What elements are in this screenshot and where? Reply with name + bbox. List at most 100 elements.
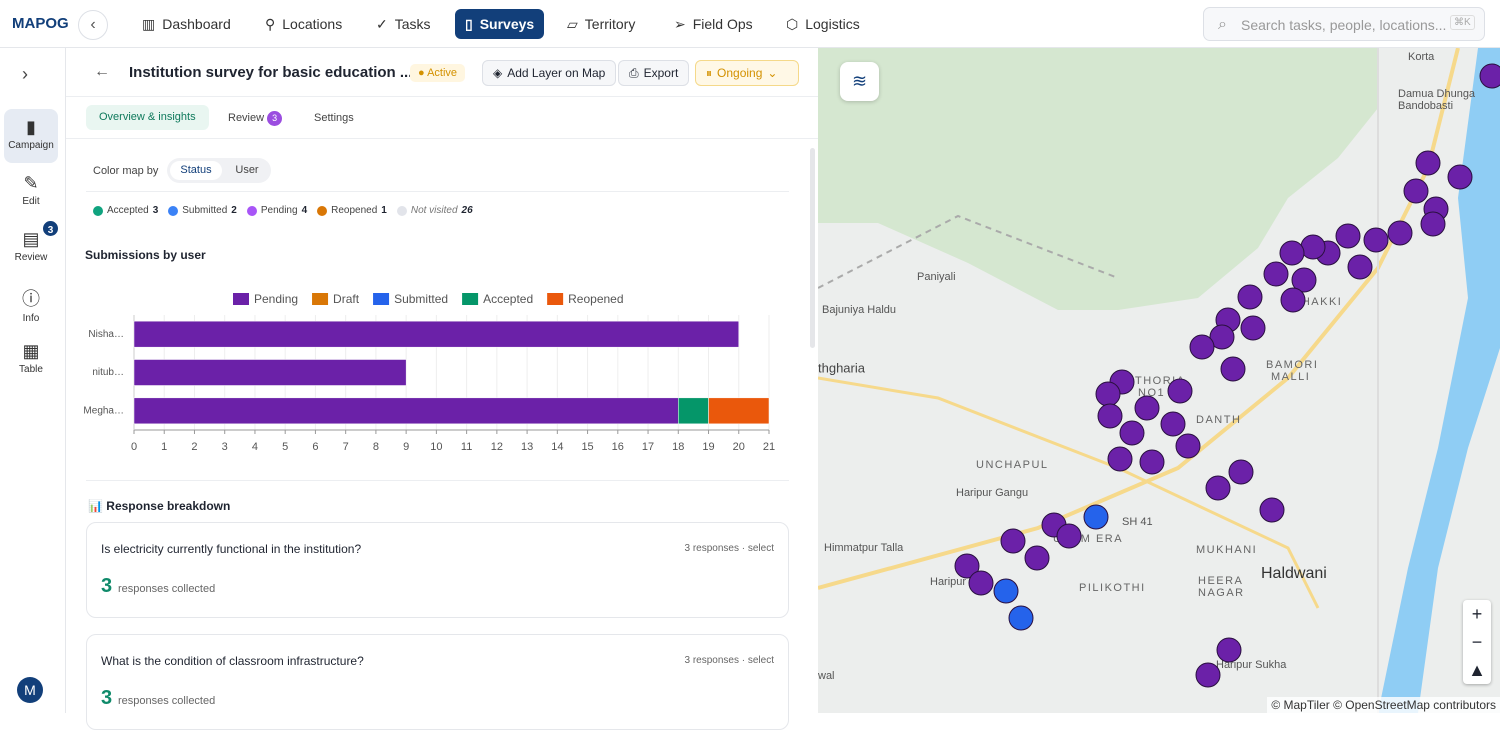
tab[interactable]: Overview & insights [86, 105, 209, 130]
location-marker[interactable] [1107, 446, 1133, 472]
x-tick-label: 12 [491, 441, 503, 453]
map-label: SH 41 [1122, 516, 1153, 528]
export-button[interactable]: ⎙ Export [618, 60, 690, 86]
sidebar-item[interactable]: ⓘ Info [4, 277, 58, 331]
x-tick-label: 14 [551, 441, 563, 453]
location-marker[interactable] [1259, 497, 1285, 523]
location-marker[interactable] [1237, 284, 1263, 310]
divider [66, 96, 818, 97]
location-marker[interactable] [1415, 150, 1441, 176]
question-card[interactable]: What is the condition of classroom infra… [86, 634, 789, 730]
x-tick-label: 5 [282, 441, 288, 453]
location-marker[interactable] [1175, 433, 1201, 459]
location-marker[interactable] [1279, 240, 1305, 266]
nav-item[interactable]: ⬡ Logistics [776, 9, 870, 39]
sidebar-icon: ▮ [26, 117, 36, 137]
map-label: Bandobasti [1398, 100, 1453, 112]
location-marker[interactable] [1195, 662, 1221, 688]
map-label: NAGAR [1198, 587, 1245, 599]
location-marker[interactable] [1420, 211, 1446, 237]
location-marker[interactable] [1403, 178, 1429, 204]
location-marker[interactable] [1387, 220, 1413, 246]
nav-item[interactable]: ▥ Dashboard [132, 9, 241, 39]
location-marker[interactable] [1139, 449, 1165, 475]
search-box[interactable]: ⌕ Search tasks, people, locations... ⌘K [1203, 7, 1485, 41]
badge: 3 [41, 219, 60, 238]
map[interactable]: Korta Damua Dhunga Bandobasti Paniyali Bajun… [818, 48, 1500, 713]
location-marker[interactable] [1134, 395, 1160, 421]
x-tick-label: 19 [702, 441, 714, 453]
location-marker[interactable] [1240, 315, 1266, 341]
scrollbar[interactable] [810, 148, 815, 348]
tab[interactable]: Settings [314, 112, 354, 124]
location-marker[interactable] [1160, 411, 1186, 437]
location-marker[interactable] [1347, 254, 1373, 280]
add-layer-button[interactable]: ◈ Add Layer on Map [482, 60, 617, 86]
location-marker[interactable] [1008, 605, 1034, 631]
location-marker[interactable] [1097, 403, 1123, 429]
location-marker[interactable] [1119, 420, 1145, 446]
location-marker[interactable] [968, 570, 994, 596]
x-tick-label: 6 [312, 441, 318, 453]
location-marker[interactable] [1189, 334, 1215, 360]
location-marker[interactable] [1024, 545, 1050, 571]
divider [86, 191, 789, 192]
nav-item[interactable]: ▱ Territory [557, 9, 645, 39]
location-marker[interactable] [1291, 267, 1317, 293]
back-button[interactable]: ‹ [78, 10, 108, 40]
sidebar-item[interactable]: ▤ Review 3 [4, 219, 60, 275]
location-marker[interactable] [954, 553, 980, 579]
location-marker[interactable] [1220, 356, 1246, 382]
nav-icon: ▯ [465, 15, 473, 32]
sidebar-item[interactable]: ▦ Table [4, 333, 58, 387]
location-marker[interactable] [1167, 378, 1193, 404]
layers-button[interactable]: ≋ [840, 62, 879, 101]
nav-item[interactable]: ▯ Surveys [455, 9, 545, 39]
location-marker[interactable] [1263, 261, 1289, 287]
top-bar: MAPOG ‹ ⌕ Search tasks, people, location… [0, 0, 1500, 48]
location-marker[interactable] [1095, 381, 1121, 407]
location-marker[interactable] [1228, 459, 1254, 485]
location-marker[interactable] [993, 578, 1019, 604]
bar-segment [133, 320, 740, 348]
nav-item[interactable]: ➢ Field Ops [664, 9, 763, 39]
bar-segment [708, 397, 770, 425]
toggle-option[interactable]: Status [170, 161, 222, 180]
x-tick-label: 21 [763, 441, 775, 453]
compass[interactable]: ▲ [1468, 660, 1486, 680]
button-label: Add Layer on Map [507, 66, 606, 80]
map-label: BAMORI [1266, 359, 1318, 371]
tab[interactable]: Review 3 [228, 111, 283, 126]
back-arrow[interactable]: ← [94, 63, 110, 80]
logo[interactable]: MAPOG [12, 15, 69, 32]
sidebar-item[interactable]: ▮ Campaign [4, 109, 58, 163]
location-marker[interactable] [1216, 637, 1242, 663]
toggle-option[interactable]: User [235, 164, 259, 176]
location-marker[interactable] [1363, 227, 1389, 253]
expand-button[interactable]: › [22, 64, 28, 84]
nav-item[interactable]: ✓ Tasks [366, 9, 441, 39]
map-label: Paniyali [917, 271, 956, 283]
sidebar-item[interactable]: ✎ Edit [4, 165, 58, 219]
location-marker[interactable] [1083, 504, 1109, 530]
location-marker[interactable] [1056, 523, 1082, 549]
color-map-label: Color map by [93, 165, 159, 177]
x-tick-label: 15 [581, 441, 593, 453]
question-text: What is the condition of classroom infra… [101, 654, 364, 668]
state-dropdown[interactable]: ⏸ Ongoing ⌄ [695, 60, 799, 86]
zoom-out[interactable]: − [1471, 632, 1483, 652]
location-marker[interactable] [1300, 234, 1326, 260]
location-marker[interactable] [1479, 63, 1500, 89]
question-card[interactable]: Is electricity currently functional in t… [86, 522, 789, 618]
location-marker[interactable] [1280, 287, 1306, 313]
location-marker[interactable] [1335, 223, 1361, 249]
sidebar-label: Edit [22, 196, 40, 207]
zoom-in[interactable]: + [1471, 604, 1483, 624]
location-marker[interactable] [1000, 528, 1026, 554]
location-marker[interactable] [1205, 475, 1231, 501]
location-marker[interactable] [1447, 164, 1473, 190]
location-marker[interactable] [1209, 324, 1235, 350]
user-avatar[interactable]: M [17, 677, 43, 703]
nav-item[interactable]: ⚲ Locations [255, 9, 352, 39]
sidebar-label: Table [19, 364, 43, 375]
